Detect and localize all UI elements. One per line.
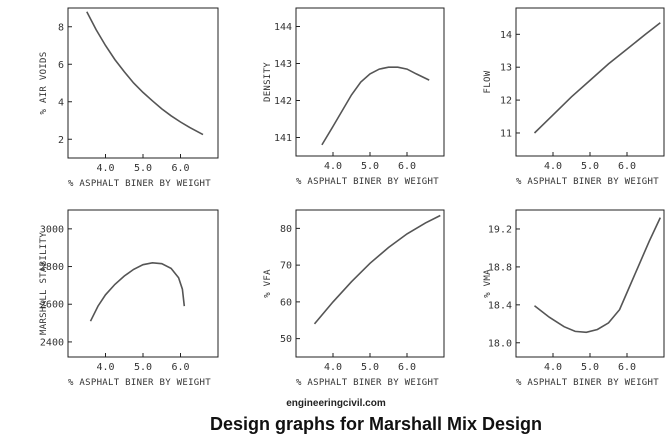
x-tick-label: 4.0 xyxy=(544,161,562,172)
y-tick-label: 18.0 xyxy=(488,338,512,349)
y-tick-label: 70 xyxy=(280,261,292,272)
x-tick-label: 5.0 xyxy=(361,161,379,172)
x-tick-label: 5.0 xyxy=(581,161,599,172)
y-tick-label: 6 xyxy=(58,60,64,71)
x-tick-label: 6.0 xyxy=(171,163,189,174)
plot-frame xyxy=(67,209,219,358)
y-tick-label: 80 xyxy=(280,224,292,235)
x-tick-label: 4.0 xyxy=(96,362,114,373)
y-tick-label: 18.8 xyxy=(488,262,512,273)
x-tick-label: 5.0 xyxy=(581,362,599,373)
x-tick-label: 4.0 xyxy=(324,362,342,373)
series-line xyxy=(86,11,204,136)
plot-frame xyxy=(515,7,665,157)
y-axis-title: % VFA xyxy=(263,269,273,298)
plot-frame xyxy=(295,209,445,358)
y-tick-label: 18.4 xyxy=(488,300,512,311)
x-tick-label: 6.0 xyxy=(618,362,636,373)
y-tick-label: 4 xyxy=(58,97,64,108)
y-tick-label: 2 xyxy=(58,135,64,146)
plot-frame xyxy=(67,7,219,159)
y-tick-label: 144 xyxy=(274,22,292,33)
chart-vma: 4.0 5.0 6.0 18.0 18.4 18.8 19.2 % ASPHALT BINER… xyxy=(483,209,665,388)
y-axis-title: % AIR VOIDS xyxy=(39,52,49,115)
y-axis-title: % VMA xyxy=(483,269,493,298)
y-tick-label: 141 xyxy=(274,133,292,144)
y-tick-label: 2800 xyxy=(40,262,64,273)
plot-frame xyxy=(515,209,665,358)
chart-air-voids: 4.0 5.0 6.0 2 4 6 8 % ASPHALT BINER BY WEIGHT % … xyxy=(39,7,219,189)
x-tick-label: 4.0 xyxy=(96,163,114,174)
y-tick-label: 13 xyxy=(500,63,512,74)
x-tick-label: 5.0 xyxy=(361,362,379,373)
series-line xyxy=(321,66,430,146)
series-line xyxy=(534,217,662,334)
y-tick-label: 143 xyxy=(274,59,292,70)
x-axis-title: % ASPHALT BINER BY WEIGHT xyxy=(516,378,659,388)
y-axis-title: FLOW xyxy=(483,70,493,93)
x-axis-title: % ASPHALT BINER BY WEIGHT xyxy=(68,179,211,189)
chart-density: 4.0 5.0 6.0 141 142 143 144 % ASPHALT BINER BY … xyxy=(263,7,445,187)
chart-stability: 4.0 5.0 6.0 2400 2600 2800 3000 % ASPHALT BINER… xyxy=(39,209,219,388)
y-tick-label: 2400 xyxy=(40,337,64,348)
x-tick-label: 6.0 xyxy=(398,161,416,172)
y-tick-label: 142 xyxy=(274,96,292,107)
x-tick-label: 4.0 xyxy=(324,161,342,172)
y-tick-label: 3000 xyxy=(40,224,64,235)
y-tick-label: 11 xyxy=(500,128,512,139)
x-tick-label: 5.0 xyxy=(134,362,152,373)
x-tick-label: 5.0 xyxy=(134,163,152,174)
x-axis-title: % ASPHALT BINER BY WEIGHT xyxy=(296,177,439,187)
y-tick-label: 50 xyxy=(280,334,292,345)
x-axis-title: % ASPHALT BINER BY WEIGHT xyxy=(516,177,659,187)
series-line xyxy=(89,261,186,322)
y-tick-label: 14 xyxy=(500,30,512,41)
x-tick-label: 6.0 xyxy=(398,362,416,373)
y-tick-label: 8 xyxy=(58,22,64,33)
x-tick-label: 6.0 xyxy=(618,161,636,172)
x-tick-label: 6.0 xyxy=(171,362,189,373)
source-label: engineeringcivil.com xyxy=(286,398,386,409)
x-axis-title: % ASPHALT BINER BY WEIGHT xyxy=(296,378,439,388)
series-line xyxy=(313,214,441,325)
x-axis-title: % ASPHALT BINER BY WEIGHT xyxy=(68,378,211,388)
plot-frame xyxy=(295,7,445,157)
y-tick-label: 60 xyxy=(280,297,292,308)
y-axis-title: DENSITY xyxy=(263,62,273,102)
y-tick-label: 2600 xyxy=(40,300,64,311)
x-tick-label: 4.0 xyxy=(544,362,562,373)
figure-caption: Design graphs for Marshall Mix Design xyxy=(209,414,543,434)
series-line xyxy=(533,22,661,134)
chart-flow: 4.0 5.0 6.0 11 12 13 14 % ASPHALT BINER BY WEIG… xyxy=(483,7,665,187)
chart-vfa: 4.0 5.0 6.0 50 60 70 80 % ASPHALT BINER BY WEIG… xyxy=(263,209,445,388)
y-tick-label: 19.2 xyxy=(488,224,512,235)
y-tick-label: 12 xyxy=(500,96,512,107)
y-axis-title: MARSHALL STABILITY xyxy=(39,232,49,335)
